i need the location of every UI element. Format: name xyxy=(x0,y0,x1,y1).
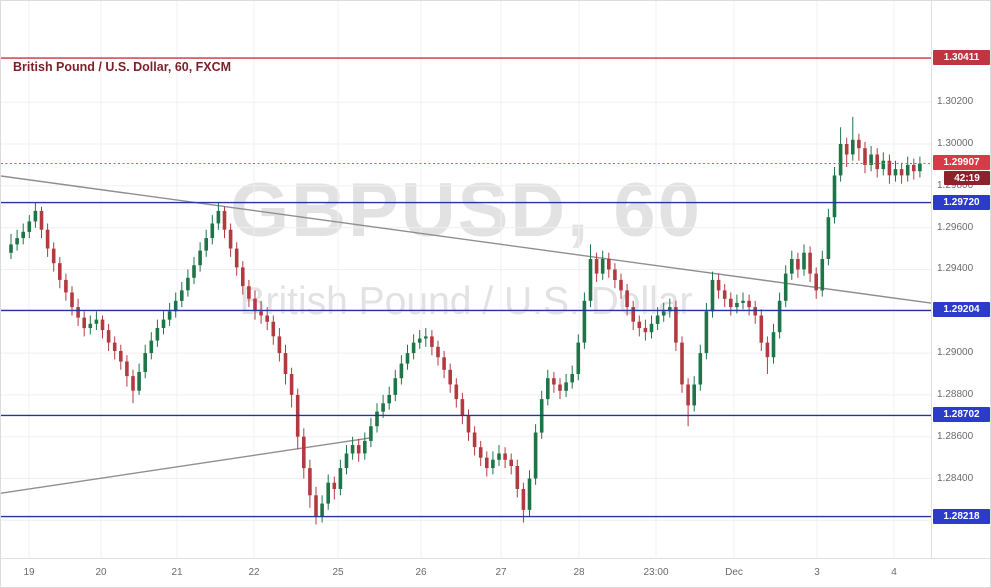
price-tick: 1.28400 xyxy=(937,473,974,484)
price-tick: 1.29400 xyxy=(937,263,974,274)
chart-canvas[interactable] xyxy=(1,1,931,558)
price-tick: 1.28800 xyxy=(937,389,974,400)
time-label: 26 xyxy=(415,567,427,578)
price-level-badge[interactable]: 1.29204 xyxy=(933,302,990,317)
price-axis[interactable]: 1.30200 1.30000 1.29800 1.29600 1.29400 1.290… xyxy=(931,1,990,558)
v-gridlines xyxy=(28,1,895,558)
price-tick: 1.29800 xyxy=(937,180,974,191)
price-tick: 1.30000 xyxy=(937,138,974,149)
trendline[interactable] xyxy=(1,175,931,304)
current-price-badge[interactable]: 1.29907 xyxy=(933,155,990,170)
time-label: 21 xyxy=(171,567,183,578)
price-tick: 1.30200 xyxy=(937,96,974,107)
time-label: 20 xyxy=(95,567,107,578)
price-level-badge[interactable]: 1.28218 xyxy=(933,509,990,524)
time-label: 28 xyxy=(573,567,585,578)
resistance-badge[interactable]: 1.30411 xyxy=(933,50,990,65)
trendline[interactable] xyxy=(1,437,372,494)
time-label: 25 xyxy=(332,567,344,578)
time-axis[interactable]: 19 20 21 22 25 26 27 28 23:00 Dec 3 4 xyxy=(1,558,990,587)
time-label: 4 xyxy=(891,567,897,578)
price-tick: 1.29600 xyxy=(937,222,974,233)
price-tick: 1.28600 xyxy=(937,431,974,442)
time-label: 27 xyxy=(495,567,507,578)
h-gridlines xyxy=(1,101,931,521)
time-label: 19 xyxy=(23,567,35,578)
price-level-badge[interactable]: 1.29720 xyxy=(933,195,990,210)
time-label: 3 xyxy=(814,567,820,578)
chart-title[interactable]: British Pound / U.S. Dollar, 60, FXCM xyxy=(13,60,232,74)
time-label: 22 xyxy=(248,567,260,578)
price-tick: 1.29000 xyxy=(937,347,974,358)
time-label: Dec xyxy=(725,567,743,578)
time-label: 23:00 xyxy=(643,567,669,578)
countdown-badge: 42:19 xyxy=(944,171,990,185)
price-level-badge[interactable]: 1.28702 xyxy=(933,407,990,422)
candles[interactable] xyxy=(9,116,922,525)
